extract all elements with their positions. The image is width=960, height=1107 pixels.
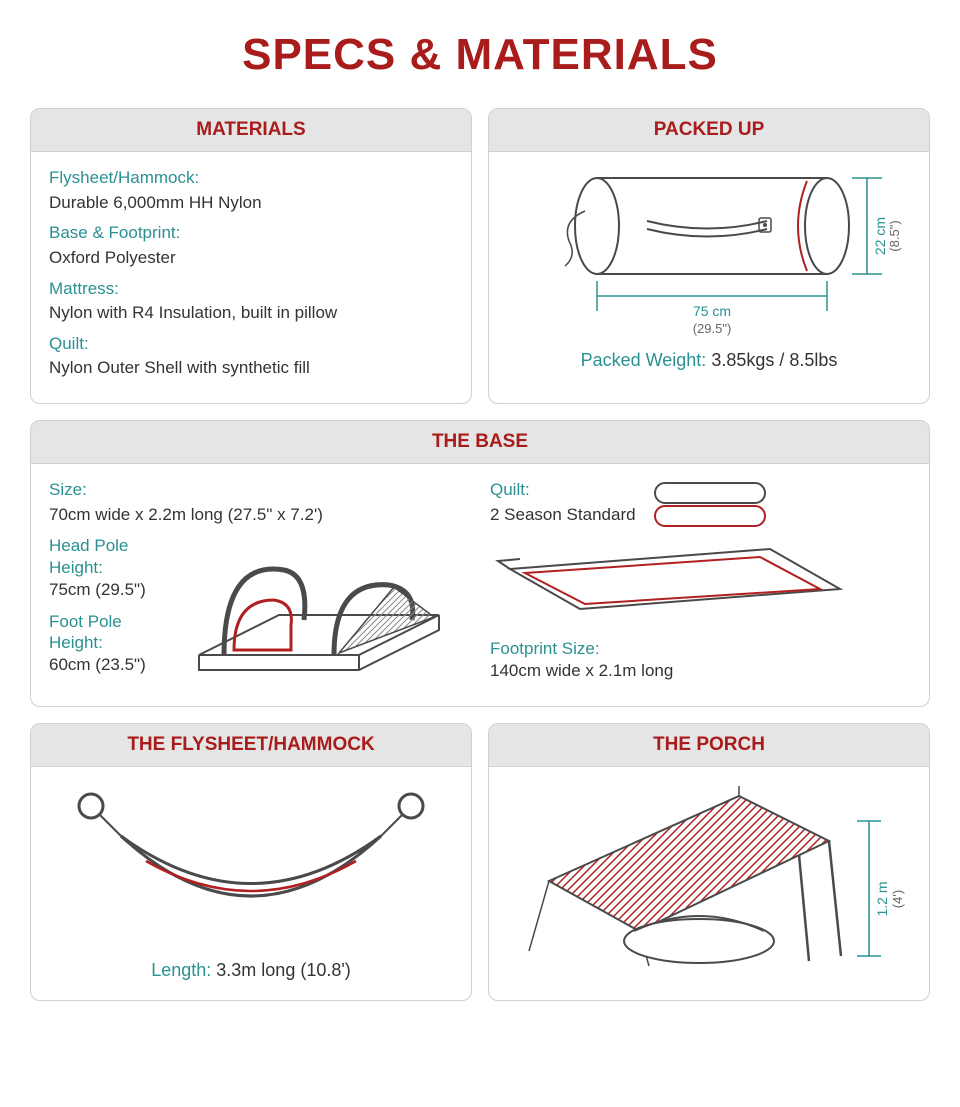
- base-size-value: 70cm wide x 2.2m long (27.5" x 7.2'): [49, 503, 470, 528]
- mat-mattress-value: Nylon with R4 Insulation, built in pillo…: [49, 301, 453, 326]
- panel-materials-body: Flysheet/Hammock: Durable 6,000mm HH Nyl…: [31, 152, 471, 403]
- panel-packed: PACKED UP 75 cm: [488, 108, 930, 404]
- packed-width-cm: 75 cm: [693, 303, 731, 319]
- base-foot-value: 60cm (23.5"): [49, 653, 169, 678]
- flysheet-length-label: Length:: [151, 960, 211, 980]
- panel-base: THE BASE Size: 70cm wide x 2.2m long (27…: [30, 420, 930, 707]
- row-base: THE BASE Size: 70cm wide x 2.2m long (27…: [30, 420, 930, 707]
- base-head-value: 75cm (29.5"): [49, 578, 169, 603]
- mat-flysheet-value: Durable 6,000mm HH Nylon: [49, 191, 453, 216]
- mat-flysheet-label: Flysheet/Hammock:: [49, 166, 453, 191]
- porch-height-ft: (4'): [890, 890, 905, 908]
- footprint-diagram: [490, 539, 860, 644]
- page-title: SPECS & MATERIALS: [30, 30, 930, 80]
- panel-porch-header: THE PORCH: [489, 724, 929, 767]
- flysheet-length-line: Length: 3.3m long (10.8'): [151, 957, 351, 983]
- panel-flysheet: THE FLYSHEET/HAMMOCK Length: 3.3m long (…: [30, 723, 472, 1000]
- packed-height-cm: 22 cm: [872, 217, 888, 255]
- panel-flysheet-body: Length: 3.3m long (10.8'): [31, 767, 471, 999]
- base-quilt-value: 2 Season Standard: [490, 503, 636, 528]
- panel-materials: MATERIALS Flysheet/Hammock: Durable 6,00…: [30, 108, 472, 404]
- panel-base-body: Size: 70cm wide x 2.2m long (27.5" x 7.2…: [31, 464, 929, 706]
- mat-base-label: Base & Footprint:: [49, 221, 453, 246]
- panel-flysheet-header: THE FLYSHEET/HAMMOCK: [31, 724, 471, 767]
- quilt-icon: [650, 478, 770, 533]
- base-right-col: Quilt: 2 Season Standard Footprint Siz: [490, 478, 911, 690]
- panel-packed-body: 75 cm (29.5") 22 cm (8.5") Packed Weight…: [489, 152, 929, 389]
- base-foot-label: Foot Pole Height:: [49, 611, 169, 654]
- packed-weight-label: Packed Weight:: [581, 350, 707, 370]
- packed-weight-line: Packed Weight: 3.85kgs / 8.5lbs: [507, 347, 911, 373]
- packed-width-in: (29.5"): [693, 321, 732, 336]
- packed-weight-value: 3.85kgs / 8.5lbs: [711, 350, 837, 370]
- base-size-label: Size:: [49, 478, 470, 503]
- packed-height-in: (8.5"): [887, 220, 902, 251]
- row-top: MATERIALS Flysheet/Hammock: Durable 6,00…: [30, 108, 930, 404]
- base-quilt-label: Quilt:: [490, 478, 636, 503]
- mat-base-value: Oxford Polyester: [49, 246, 453, 271]
- base-footprint-value: 140cm wide x 2.1m long: [490, 659, 911, 684]
- flysheet-length-value: 3.3m long (10.8'): [216, 960, 351, 980]
- mat-quilt-label: Quilt:: [49, 332, 453, 357]
- panel-materials-header: MATERIALS: [31, 109, 471, 152]
- base-footprint-label: Footprint Size:: [490, 638, 600, 659]
- panel-packed-header: PACKED UP: [489, 109, 929, 152]
- base-head-label: Head Pole Height:: [49, 535, 169, 578]
- porch-diagram: 1.2 m (4'): [509, 781, 909, 976]
- base-tent-diagram: [179, 535, 459, 690]
- mat-quilt-value: Nylon Outer Shell with synthetic fill: [49, 356, 453, 381]
- mat-mattress-label: Mattress:: [49, 277, 453, 302]
- hammock-diagram: [51, 781, 451, 951]
- base-left-col: Size: 70cm wide x 2.2m long (27.5" x 7.2…: [49, 478, 470, 690]
- packed-diagram: 75 cm (29.5") 22 cm (8.5"): [507, 166, 907, 341]
- porch-height-m: 1.2 m: [874, 882, 890, 917]
- panel-porch: THE PORCH: [488, 723, 930, 1000]
- panel-base-header: THE BASE: [31, 421, 929, 464]
- panel-porch-body: 1.2 m (4'): [489, 767, 929, 992]
- row-bottom: THE FLYSHEET/HAMMOCK Length: 3.3m long (…: [30, 723, 930, 1000]
